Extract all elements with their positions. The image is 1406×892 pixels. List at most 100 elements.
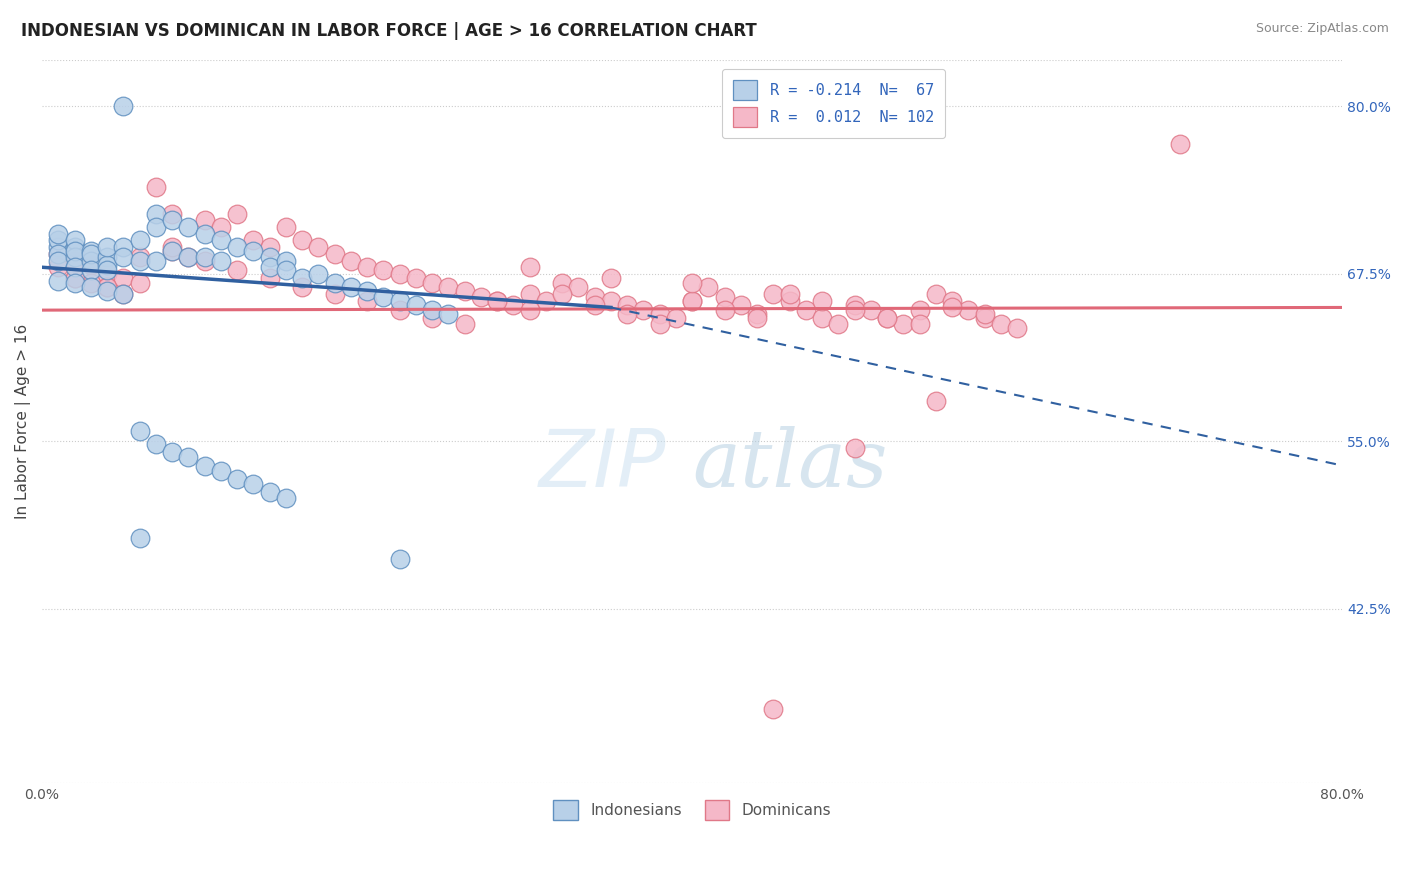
Point — [63, 240, 86, 254]
Point — [1005, 320, 1028, 334]
Text: INDONESIAN VS DOMINICAN IN LABOR FORCE | AGE > 16 CORRELATION CHART: INDONESIAN VS DOMINICAN IN LABOR FORCE |… — [21, 22, 756, 40]
Point — [551, 277, 574, 291]
Point — [827, 317, 849, 331]
Point — [713, 303, 735, 318]
Point — [160, 244, 183, 259]
Text: ZIP: ZIP — [538, 425, 666, 504]
Point — [259, 271, 281, 285]
Point — [502, 298, 524, 312]
Point — [226, 263, 249, 277]
Point — [844, 298, 866, 312]
Point — [779, 293, 801, 308]
Point — [1168, 136, 1191, 151]
Point — [908, 317, 931, 331]
Point — [648, 307, 671, 321]
Point — [876, 311, 898, 326]
Point — [779, 287, 801, 301]
Point — [128, 250, 150, 264]
Point — [48, 234, 70, 248]
Point — [177, 450, 200, 465]
Point — [63, 253, 86, 268]
Point — [128, 531, 150, 545]
Point — [616, 298, 638, 312]
Point — [226, 207, 249, 221]
Point — [697, 280, 720, 294]
Point — [453, 317, 475, 331]
Point — [323, 287, 346, 301]
Point — [160, 240, 183, 254]
Point — [274, 263, 297, 277]
Point — [373, 290, 395, 304]
Point — [242, 234, 264, 248]
Point — [145, 207, 167, 221]
Point — [925, 394, 948, 409]
Point — [274, 220, 297, 235]
Point — [373, 263, 395, 277]
Point — [583, 290, 606, 304]
Point — [291, 271, 314, 285]
Point — [96, 280, 118, 294]
Point — [194, 213, 217, 227]
Text: Source: ZipAtlas.com: Source: ZipAtlas.com — [1256, 22, 1389, 36]
Point — [160, 207, 183, 221]
Point — [713, 290, 735, 304]
Point — [437, 307, 460, 321]
Point — [274, 253, 297, 268]
Point — [96, 258, 118, 272]
Point — [405, 271, 427, 285]
Point — [242, 477, 264, 491]
Point — [957, 303, 980, 318]
Point — [486, 293, 509, 308]
Point — [48, 227, 70, 241]
Point — [96, 267, 118, 281]
Point — [600, 293, 623, 308]
Point — [209, 234, 232, 248]
Point — [96, 263, 118, 277]
Point — [194, 250, 217, 264]
Point — [96, 240, 118, 254]
Point — [80, 244, 103, 259]
Point — [80, 258, 103, 272]
Point — [112, 271, 135, 285]
Point — [616, 307, 638, 321]
Point — [291, 280, 314, 294]
Point — [681, 277, 703, 291]
Point — [160, 244, 183, 259]
Point — [48, 274, 70, 288]
Point — [160, 213, 183, 227]
Point — [876, 311, 898, 326]
Point — [194, 253, 217, 268]
Point — [420, 311, 443, 326]
Point — [128, 277, 150, 291]
Point — [973, 307, 995, 321]
Point — [145, 253, 167, 268]
Point — [941, 301, 963, 315]
Point — [340, 280, 363, 294]
Point — [112, 250, 135, 264]
Point — [80, 253, 103, 268]
Point — [112, 240, 135, 254]
Point — [794, 303, 817, 318]
Point — [48, 240, 70, 254]
Point — [747, 307, 769, 321]
Point — [209, 220, 232, 235]
Point — [844, 441, 866, 455]
Point — [128, 253, 150, 268]
Point — [323, 247, 346, 261]
Point — [112, 99, 135, 113]
Point — [80, 280, 103, 294]
Point — [242, 244, 264, 259]
Point — [128, 424, 150, 438]
Point — [730, 298, 752, 312]
Point — [63, 260, 86, 275]
Point — [48, 247, 70, 261]
Y-axis label: In Labor Force | Age > 16: In Labor Force | Age > 16 — [15, 324, 31, 519]
Point — [80, 263, 103, 277]
Point — [96, 280, 118, 294]
Point — [519, 303, 541, 318]
Point — [811, 311, 834, 326]
Point — [48, 260, 70, 275]
Point — [420, 277, 443, 291]
Point — [681, 293, 703, 308]
Point — [63, 250, 86, 264]
